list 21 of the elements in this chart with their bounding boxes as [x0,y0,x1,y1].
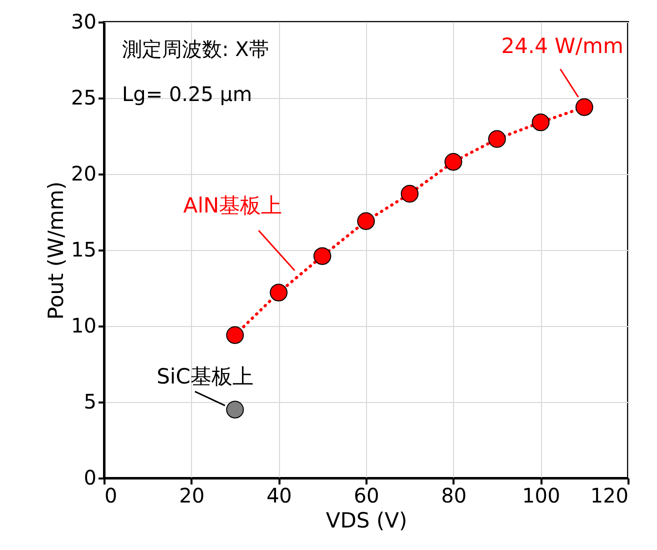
x-tick-label: 80 [441,484,467,508]
x-tick-label: 40 [266,484,292,508]
x-tick-label: 120 [590,484,628,508]
y-tick-label: 25 [71,86,96,110]
y-tick-label: 5 [84,390,96,414]
annotation: 測定周波数: X帯 [122,37,269,61]
y-tick-label: 15 [71,238,96,262]
y-tick-label: 20 [71,162,96,186]
y-tick-label: 10 [71,314,96,338]
x-axis-title: VDS (V) [326,508,408,532]
annotation: 24.4 W/mm [501,34,624,58]
x-tick-label: 0 [104,484,118,508]
annotation: Lg= 0.25 μm [122,82,252,106]
text: AlN基板上 [183,194,282,218]
x-tick-label: 20 [179,484,205,508]
y-tick-label: 30 [71,10,96,34]
x-tick-label: 100 [522,484,560,508]
x-tick-label: 60 [354,484,380,508]
series-label: SiC基板上 [156,364,254,389]
y-axis-title: Pout (W/mm) [44,181,68,320]
y-tick-label: 0 [84,466,96,490]
